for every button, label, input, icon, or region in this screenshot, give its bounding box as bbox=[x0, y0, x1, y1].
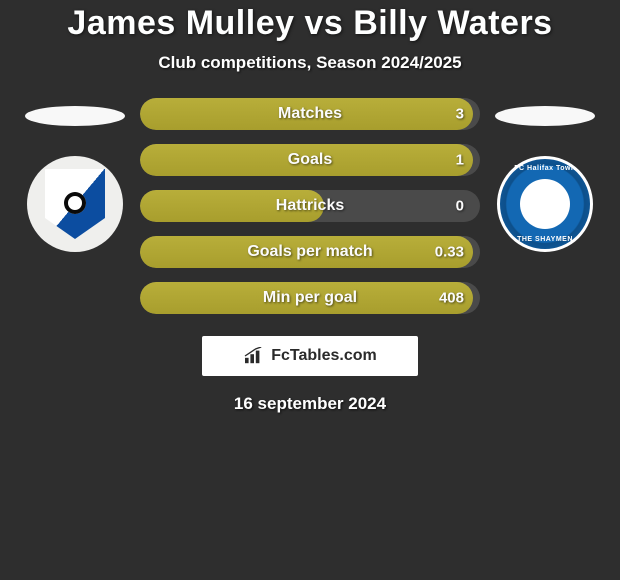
watermark-text: FcTables.com bbox=[271, 347, 377, 365]
crest-text-top: FC Halifax Town bbox=[500, 165, 590, 172]
left-side bbox=[20, 98, 130, 252]
crest-inner-icon bbox=[520, 179, 570, 229]
club-crest-right: FC Halifax Town THE SHAYMEN bbox=[497, 156, 593, 252]
stat-label: Min per goal bbox=[263, 289, 357, 307]
comparison-card: James Mulley vs Billy Waters Club compet… bbox=[0, 0, 620, 414]
stat-label: Matches bbox=[278, 105, 342, 123]
stat-label: Goals per match bbox=[247, 243, 372, 261]
stat-row: Min per goal 408 bbox=[140, 282, 480, 314]
stat-label: Goals bbox=[288, 151, 332, 169]
stat-value: 0.33 bbox=[435, 244, 464, 261]
shield-icon bbox=[45, 169, 105, 239]
stat-row: Matches 3 bbox=[140, 98, 480, 130]
player-silhouette-right bbox=[495, 106, 595, 126]
stat-row: Goals per match 0.33 bbox=[140, 236, 480, 268]
stat-row: Hattricks 0 bbox=[140, 190, 480, 222]
stat-value: 408 bbox=[439, 290, 464, 307]
stat-label: Hattricks bbox=[276, 197, 344, 215]
title: James Mulley vs Billy Waters bbox=[0, 4, 620, 43]
right-side: FC Halifax Town THE SHAYMEN bbox=[490, 98, 600, 252]
stat-row: Goals 1 bbox=[140, 144, 480, 176]
club-crest-left bbox=[27, 156, 123, 252]
date: 16 september 2024 bbox=[0, 394, 620, 414]
watermark: FcTables.com bbox=[202, 336, 418, 376]
stat-value: 0 bbox=[456, 198, 464, 215]
crest-text-bottom: THE SHAYMEN bbox=[500, 236, 590, 243]
content-row: Matches 3 Goals 1 Hattricks 0 Goals per match 0… bbox=[0, 98, 620, 314]
player-silhouette-left bbox=[25, 106, 125, 126]
stat-value: 3 bbox=[456, 106, 464, 123]
subtitle: Club competitions, Season 2024/2025 bbox=[0, 53, 620, 73]
stat-value: 1 bbox=[456, 152, 464, 169]
bar-chart-icon bbox=[243, 347, 265, 365]
stats-column: Matches 3 Goals 1 Hattricks 0 Goals per match 0… bbox=[140, 98, 480, 314]
